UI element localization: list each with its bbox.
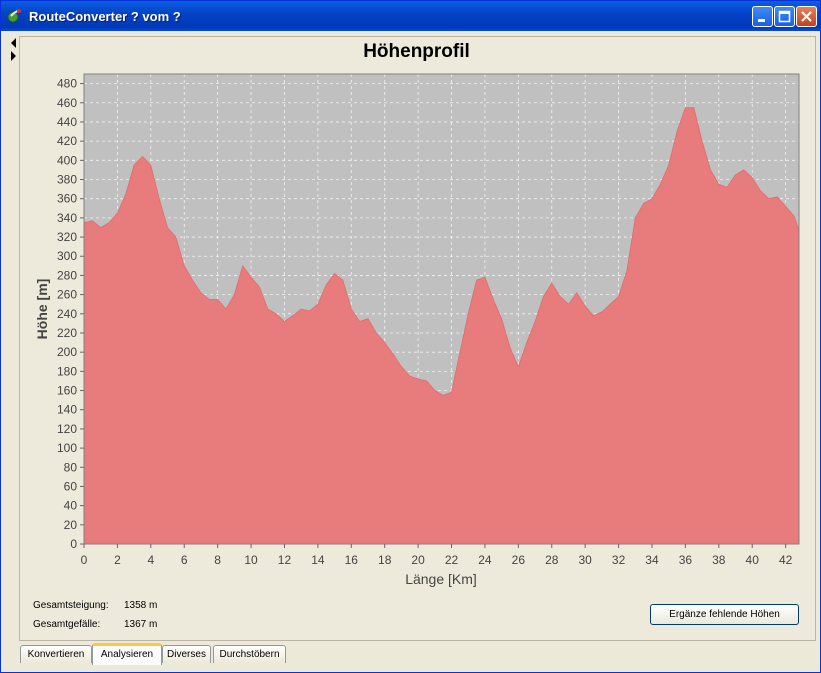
x-tick-label: 10 [244,553,258,567]
y-tick-label: 160 [57,384,77,398]
x-axis-label: Länge [Km] [405,571,477,587]
y-tick-label: 280 [57,268,77,282]
x-tick-label: 34 [645,553,659,567]
x-tick-label: 18 [378,553,392,567]
x-tick-label: 40 [746,553,760,567]
tab-konvertieren[interactable]: Konvertieren [20,645,92,663]
y-tick-label: 260 [57,288,77,302]
x-tick-label: 8 [214,553,221,567]
plot-border [83,73,800,545]
y-tick-label: 100 [57,441,77,455]
descent-value: 1367 m [124,619,158,630]
y-tick-label: 40 [64,499,78,513]
title-bar[interactable]: RouteConverter ? vom ? [1,1,820,31]
y-tick-label: 480 [57,77,77,91]
y-axis: 0 20 40 60 80 100 120 140 160 180 200 220 240 260 280 3… [57,77,84,551]
y-tick-label: 20 [64,518,78,532]
split-pane-arrows[interactable] [8,37,20,63]
minimize-icon [758,19,765,22]
y-tick-label: 320 [57,230,77,244]
minimize-button[interactable] [752,6,773,27]
x-axis: 0 2 4 6 8 10 12 14 16 18 20 22 24 26 28 30 32 34 36 38 40 42 [81,544,793,567]
close-button[interactable] [796,6,817,27]
y-tick-label: 0 [70,537,77,551]
y-tick-label: 460 [57,96,77,110]
close-icon [801,11,812,22]
x-tick-label: 28 [545,553,559,567]
chart-title: Höhenprofil [363,41,470,62]
x-tick-label: 16 [345,553,359,567]
x-tick-label: 0 [81,553,88,567]
x-tick-label: 38 [712,553,726,567]
elevation-area [83,107,800,545]
y-tick-label: 400 [57,153,77,167]
y-tick-label: 180 [57,364,77,378]
x-tick-label: 36 [679,553,693,567]
y-tick-label: 300 [57,249,77,263]
elevation-chart: 0 2 4 6 8 10 12 14 16 18 20 22 24 26 28 30 32 34 36 38 40 42 … [34,73,800,587]
tab-analysieren[interactable]: Analysieren [92,643,162,665]
x-tick-label: 20 [411,553,425,567]
ascent-value: 1358 m [124,600,158,611]
maximize-button[interactable] [774,6,795,27]
y-tick-label: 220 [57,326,77,340]
y-tick-label: 120 [57,422,77,436]
x-tick-label: 2 [114,553,121,567]
y-tick-label: 60 [64,479,78,493]
x-tick-label: 26 [512,553,526,567]
x-tick-label: 6 [181,553,188,567]
y-tick-label: 80 [64,460,78,474]
x-tick-label: 42 [779,553,793,567]
y-axis-label: Höhe [m] [34,279,50,340]
tab-diverses[interactable]: Diverses [162,645,211,663]
app-icon [7,9,21,23]
x-tick-label: 30 [578,553,592,567]
arrow-left-icon[interactable] [11,38,16,48]
y-tick-label: 440 [57,115,77,129]
x-tick-label: 14 [311,553,325,567]
y-tick-label: 420 [57,134,77,148]
x-tick-label: 24 [478,553,492,567]
x-tick-label: 22 [445,553,459,567]
window-title: RouteConverter ? vom ? [29,9,181,24]
tab-durchstoebern[interactable]: Durchstöbern [213,645,286,663]
y-tick-label: 200 [57,345,77,359]
y-tick-label: 340 [57,211,77,225]
y-tick-label: 360 [57,192,77,206]
ascent-label: Gesamtsteigung: [33,600,109,611]
arrow-right-icon[interactable] [11,51,16,61]
x-tick-label: 12 [278,553,292,567]
y-tick-label: 240 [57,307,77,321]
x-tick-label: 32 [612,553,626,567]
y-tick-label: 140 [57,403,77,417]
x-tick-label: 4 [147,553,154,567]
complete-elevations-button[interactable]: Ergänze fehlende Höhen [650,604,799,625]
descent-label: Gesamtgefälle: [33,619,101,630]
y-tick-label: 380 [57,173,77,187]
maximize-icon [778,10,791,23]
